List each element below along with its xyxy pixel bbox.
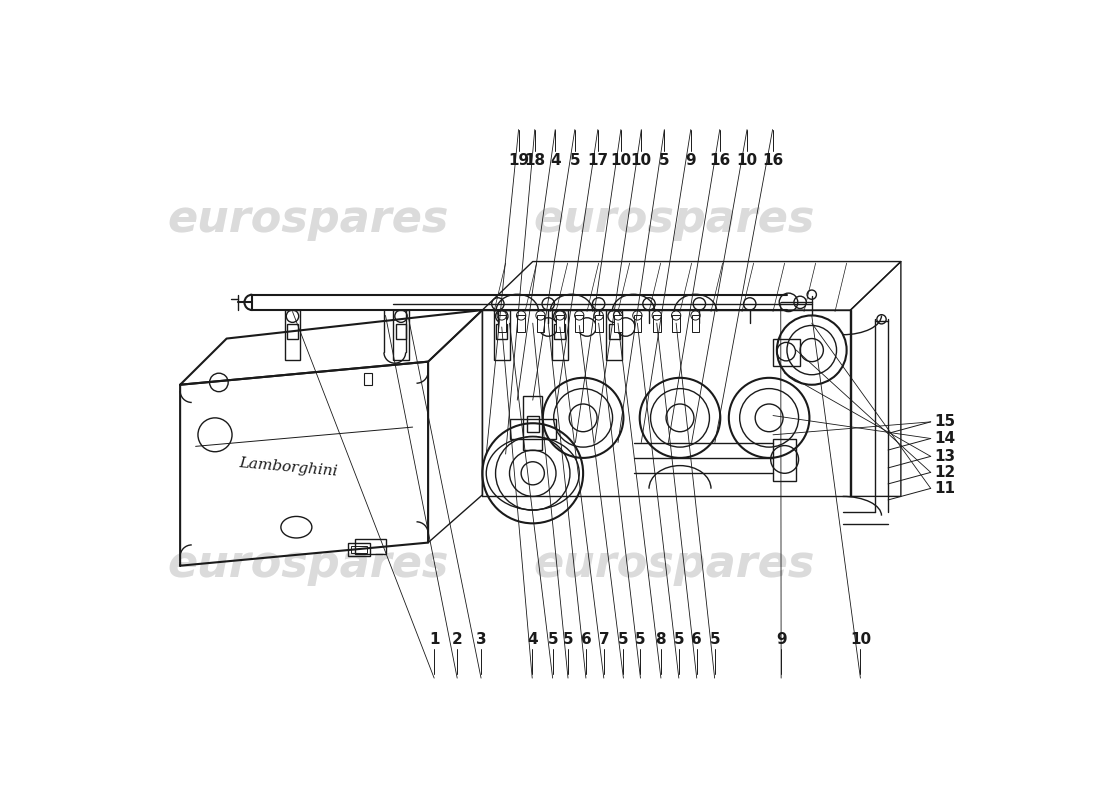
Bar <box>394 310 409 360</box>
Text: 5: 5 <box>710 632 720 647</box>
Text: 10: 10 <box>737 153 758 168</box>
Text: 5: 5 <box>618 632 629 647</box>
Bar <box>692 315 700 332</box>
Bar <box>524 396 542 450</box>
Text: 17: 17 <box>587 153 608 168</box>
Bar <box>498 315 506 332</box>
Text: eurospares: eurospares <box>534 542 815 586</box>
Bar <box>354 538 385 554</box>
Text: 11: 11 <box>935 481 956 496</box>
Bar <box>653 315 661 332</box>
Bar <box>554 324 565 339</box>
Bar <box>287 324 298 339</box>
Text: 5: 5 <box>563 632 573 647</box>
Text: eurospares: eurospares <box>167 542 449 586</box>
Bar <box>773 438 796 481</box>
Text: 8: 8 <box>656 632 667 647</box>
Text: 5: 5 <box>570 153 580 168</box>
Bar <box>285 310 300 360</box>
Bar <box>527 415 539 433</box>
Text: eurospares: eurospares <box>534 198 815 241</box>
Text: 2: 2 <box>452 632 463 647</box>
Text: 14: 14 <box>935 431 956 446</box>
Bar <box>349 542 370 557</box>
Text: 5: 5 <box>635 632 646 647</box>
Bar <box>575 315 583 332</box>
Bar <box>496 324 507 339</box>
Text: 9: 9 <box>776 632 786 647</box>
Text: 6: 6 <box>692 632 702 647</box>
Bar <box>608 324 619 339</box>
Bar <box>595 315 603 332</box>
Text: 5: 5 <box>659 153 670 168</box>
Text: 18: 18 <box>525 153 546 168</box>
Bar <box>509 419 556 438</box>
Text: 9: 9 <box>685 153 696 168</box>
Text: eurospares: eurospares <box>534 198 815 241</box>
Bar <box>494 310 509 360</box>
Text: 10: 10 <box>610 153 631 168</box>
Text: 5: 5 <box>548 632 558 647</box>
Text: 12: 12 <box>935 465 956 480</box>
Text: 4: 4 <box>550 153 561 168</box>
Bar <box>773 338 800 366</box>
Text: eurospares: eurospares <box>167 542 449 586</box>
Bar <box>396 324 406 339</box>
Bar <box>672 315 680 332</box>
Text: 15: 15 <box>935 414 956 430</box>
Text: 3: 3 <box>475 632 486 647</box>
Text: 4: 4 <box>527 632 538 647</box>
Text: 13: 13 <box>935 449 956 464</box>
Bar <box>614 315 622 332</box>
Text: eurospares: eurospares <box>534 542 815 586</box>
Bar <box>552 310 568 360</box>
Bar <box>606 310 621 360</box>
Bar <box>517 315 525 332</box>
Text: 1: 1 <box>429 632 439 647</box>
Text: 16: 16 <box>710 153 730 168</box>
Text: eurospares: eurospares <box>167 198 449 241</box>
Text: 6: 6 <box>581 632 592 647</box>
Text: 16: 16 <box>762 153 783 168</box>
Text: 10: 10 <box>850 632 871 647</box>
Bar <box>556 315 563 332</box>
Bar <box>364 373 372 385</box>
Text: 19: 19 <box>508 153 529 168</box>
Text: 10: 10 <box>630 153 652 168</box>
Text: 7: 7 <box>598 632 609 647</box>
Text: eurospares: eurospares <box>167 198 449 241</box>
Bar <box>351 546 367 554</box>
Text: 5: 5 <box>673 632 684 647</box>
Bar <box>634 315 641 332</box>
Text: Lamborghini: Lamborghini <box>239 456 339 478</box>
Bar <box>537 315 544 332</box>
